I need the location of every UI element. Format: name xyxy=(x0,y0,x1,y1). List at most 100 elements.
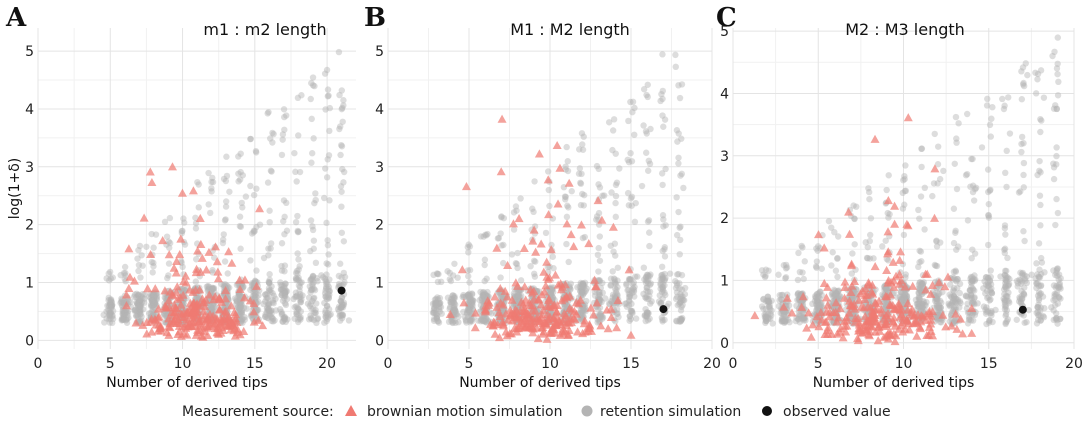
retention-point xyxy=(323,285,330,292)
retention-point xyxy=(120,316,127,323)
retention-point xyxy=(469,300,476,308)
retention-point xyxy=(513,260,521,268)
retention-point xyxy=(150,291,157,299)
retention-point xyxy=(515,293,522,301)
retention-point xyxy=(955,120,962,127)
retention-point xyxy=(433,306,440,314)
brownian-point xyxy=(213,274,223,283)
retention-point xyxy=(631,104,638,112)
brownian-point xyxy=(255,204,265,213)
retention-point xyxy=(150,300,157,308)
retention-point xyxy=(264,307,271,314)
retention-point xyxy=(278,291,285,299)
retention-point xyxy=(266,310,273,317)
retention-point xyxy=(210,284,218,292)
retention-point xyxy=(452,310,459,318)
retention-point xyxy=(625,117,632,125)
retention-point xyxy=(644,81,651,88)
retention-point xyxy=(238,199,245,207)
retention-point xyxy=(984,166,992,173)
retention-point xyxy=(1056,315,1064,323)
retention-point xyxy=(150,295,158,303)
retention-point xyxy=(149,299,157,306)
retention-point xyxy=(270,299,277,307)
retention-point xyxy=(136,301,143,308)
retention-point xyxy=(645,309,652,317)
retention-point xyxy=(267,307,275,315)
retention-point xyxy=(339,312,347,319)
retention-point xyxy=(799,244,806,251)
retention-point xyxy=(225,284,233,291)
brownian-point xyxy=(188,305,198,315)
retention-point xyxy=(118,299,126,306)
retention-point xyxy=(451,293,458,300)
retention-point xyxy=(338,188,345,195)
retention-point xyxy=(268,307,275,314)
retention-point xyxy=(108,298,115,306)
retention-point xyxy=(448,296,456,303)
retention-point xyxy=(340,168,348,176)
brownian-point xyxy=(143,284,153,293)
retention-point xyxy=(237,309,244,317)
retention-point xyxy=(468,300,475,307)
retention-point xyxy=(549,253,557,260)
retention-point xyxy=(338,304,345,311)
retention-point xyxy=(762,266,770,273)
retention-point xyxy=(468,290,476,297)
retention-point xyxy=(477,301,485,309)
retention-point xyxy=(311,199,318,207)
retention-point xyxy=(292,293,299,301)
retention-point xyxy=(297,308,305,315)
retention-point xyxy=(150,297,157,304)
retention-point xyxy=(1001,222,1009,229)
retention-point xyxy=(103,315,110,322)
retention-point xyxy=(433,315,441,322)
retention-point xyxy=(449,292,456,299)
retention-point xyxy=(239,172,247,179)
retention-point xyxy=(239,204,246,211)
retention-point xyxy=(322,275,329,283)
brownian-point xyxy=(903,113,913,122)
retention-point xyxy=(231,295,239,302)
retention-point xyxy=(1015,189,1023,196)
retention-point xyxy=(118,317,125,324)
retention-point xyxy=(325,306,333,313)
retention-point xyxy=(795,249,802,257)
brownian-point xyxy=(212,257,222,266)
retention-point xyxy=(222,198,230,205)
retention-point xyxy=(324,237,331,244)
retention-point xyxy=(477,288,484,296)
retention-point xyxy=(987,296,994,303)
retention-point xyxy=(263,295,270,302)
retention-point xyxy=(135,267,142,275)
brownian-point xyxy=(215,305,225,314)
retention-point xyxy=(339,301,347,309)
brownian-point xyxy=(191,267,201,277)
retention-point xyxy=(673,317,680,325)
y-tick-label: 5 xyxy=(25,44,34,60)
retention-point xyxy=(989,104,996,111)
retention-point xyxy=(148,296,156,303)
retention-point xyxy=(325,286,332,293)
retention-point xyxy=(297,298,305,306)
retention-point xyxy=(662,165,669,173)
retention-point xyxy=(321,319,328,326)
retention-point xyxy=(450,294,458,301)
brownian-point xyxy=(231,310,241,319)
retention-point xyxy=(137,300,144,308)
retention-point xyxy=(1003,183,1010,191)
retention-point xyxy=(178,229,186,237)
retention-point xyxy=(309,273,317,280)
retention-point xyxy=(248,280,256,287)
retention-point xyxy=(985,241,992,249)
retention-point xyxy=(324,315,331,322)
retention-point xyxy=(766,298,773,306)
retention-point xyxy=(481,290,488,297)
retention-point xyxy=(563,143,570,151)
retention-point xyxy=(192,214,199,221)
retention-point xyxy=(326,291,333,298)
retention-point xyxy=(284,316,291,323)
retention-point xyxy=(646,229,653,236)
retention-point xyxy=(269,299,277,306)
retention-point xyxy=(500,241,507,249)
